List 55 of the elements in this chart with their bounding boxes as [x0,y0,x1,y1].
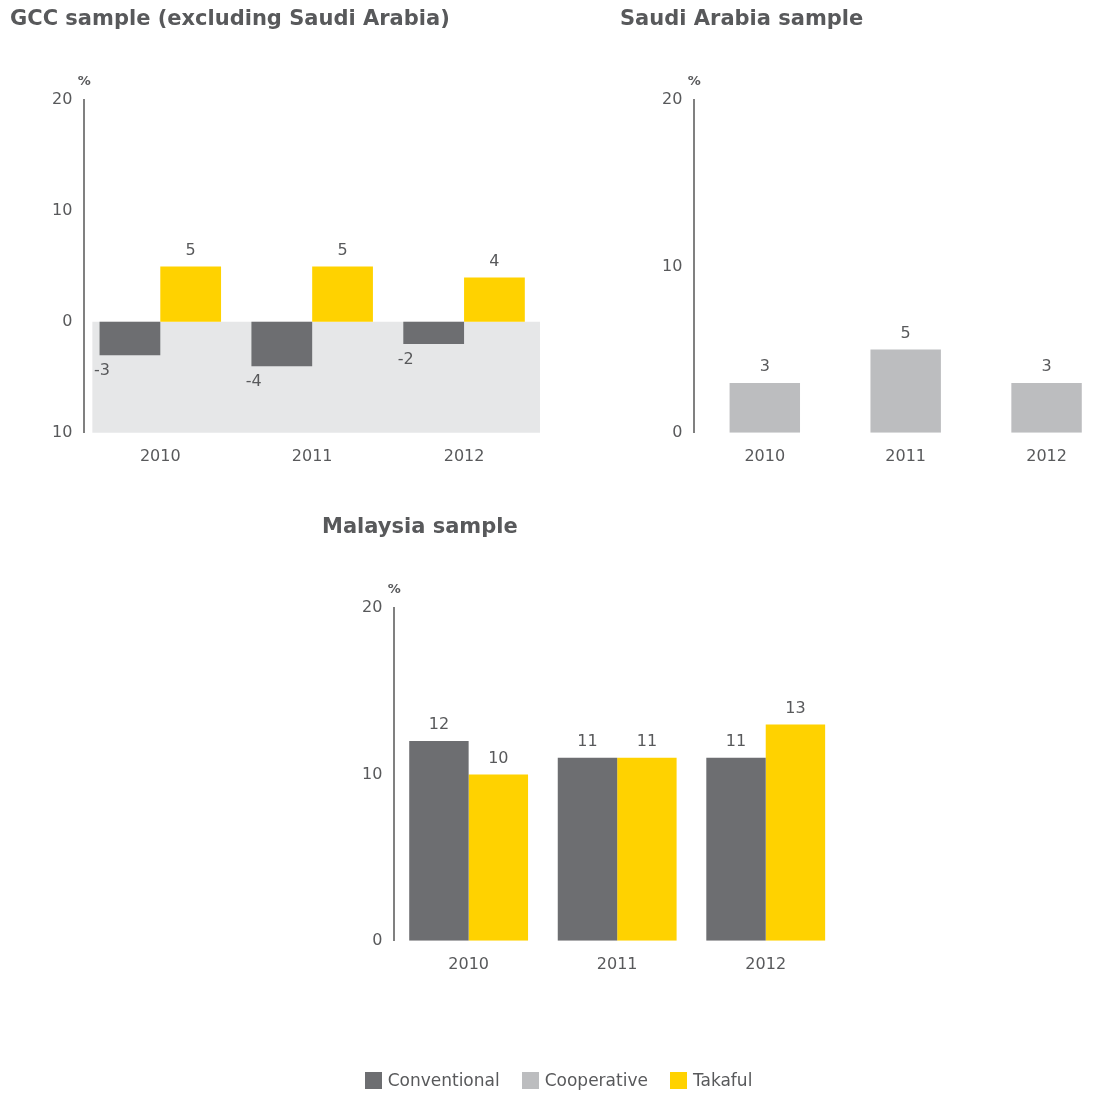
data-label: 11 [725,730,747,750]
data-label: 5 [900,322,911,342]
y-tick-label: 0 [372,929,383,949]
legend-label: Cooperative [544,1070,648,1090]
y-tick-label: 0 [672,421,683,441]
data-label: 5 [185,239,196,259]
data-label: 12 [428,714,450,734]
bar [706,757,766,941]
x-tick-label: 2011 [885,445,927,465]
bar [765,724,826,941]
legend-label: Takaful [692,1070,753,1090]
y-tick-label: 10 [662,255,683,275]
y-tick-label: 20 [662,89,683,109]
data-label: 11 [577,730,598,750]
bar [99,321,161,356]
bar [557,757,618,941]
chart-title: Saudi Arabia sample [620,6,864,30]
y-tick-label: 20 [52,89,73,109]
data-label: 13 [785,697,806,717]
data-label: 3 [759,356,770,376]
y-axis-title: % [387,580,401,596]
x-tick-label: 2010 [744,445,786,465]
x-tick-label: 2012 [443,445,485,465]
legend-label: Conventional [387,1070,500,1090]
bar [409,741,469,941]
data-label: 5 [337,239,348,259]
data-label: -3 [93,360,110,380]
y-tick-label: 10 [362,763,383,783]
y-tick-label: 0 [62,311,73,331]
bar [403,321,465,345]
data-label: -2 [397,349,414,369]
bar [464,277,525,322]
x-tick-label: 2011 [596,953,638,973]
y-tick-label: 20 [362,597,383,617]
x-tick-label: 2011 [291,445,333,465]
bar [468,774,529,941]
x-tick-label: 2012 [745,953,787,973]
y-tick-label: 10 [52,200,73,220]
chart-title: GCC sample (excluding Saudi Arabia) [10,6,450,30]
x-tick-label: 2012 [1026,445,1067,465]
chart-title: Malaysia sample [322,514,518,538]
data-label: 4 [489,250,500,270]
bar [312,266,373,322]
bar [160,266,222,322]
data-label: -4 [245,371,262,391]
x-tick-label: 2010 [139,445,181,465]
x-tick-label: 2010 [448,953,489,973]
bar [251,321,313,367]
y-tick-label: 10 [52,421,73,441]
data-label: 3 [1041,356,1052,376]
y-axis-title: % [687,72,701,88]
data-label: 11 [636,730,658,750]
y-axis-title: % [77,72,91,88]
bar [617,757,677,941]
data-label: 10 [488,747,509,767]
